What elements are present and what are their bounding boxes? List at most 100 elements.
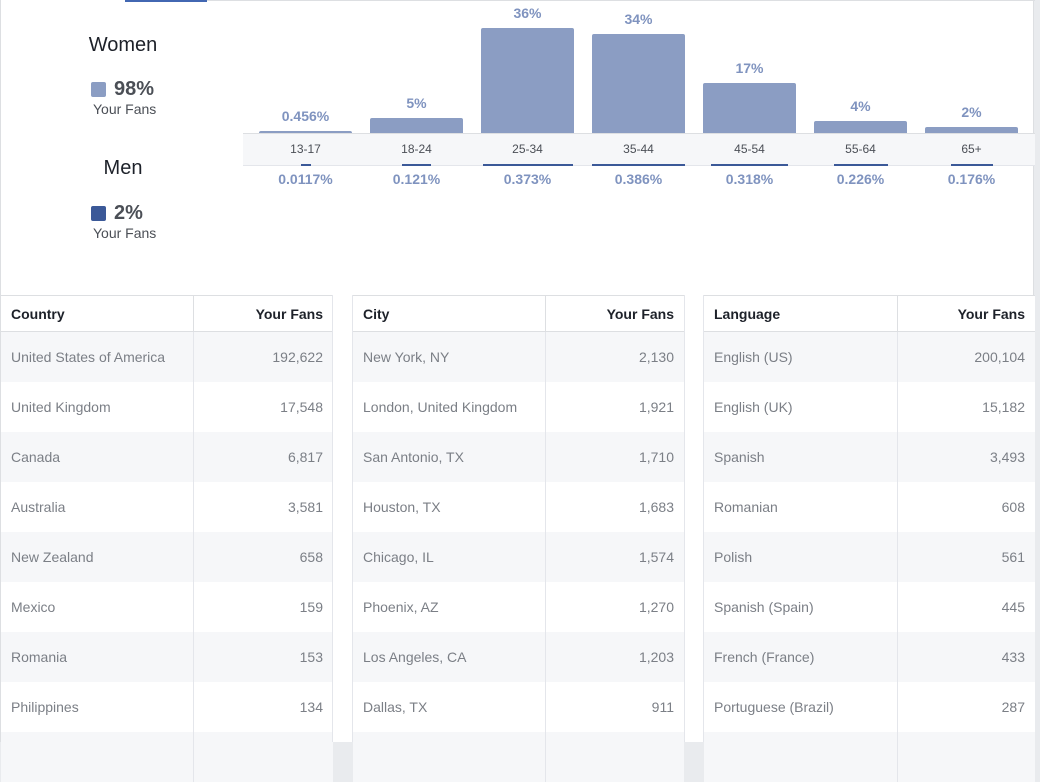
row-fan-count: 192,622 (272, 349, 323, 365)
table-row: Australia 3,581 (1, 482, 333, 532)
women-bar-label: 36% (513, 5, 542, 21)
row-label: Portuguese (Brazil) (704, 682, 898, 732)
men-swatch (91, 206, 106, 221)
language-table: Language Your Fans English (US) 200,104 Engl… (704, 295, 1035, 782)
women-bar[interactable] (259, 131, 352, 133)
men-bar-label: 0.121% (392, 171, 441, 187)
row-label: Australia (1, 482, 194, 532)
row-fan-count: 159 (299, 599, 323, 615)
row-fan-count (898, 732, 1035, 782)
column-header-name[interactable]: Language (704, 296, 898, 331)
age-tick-label: 65+ (961, 142, 982, 156)
women-title: Women (88, 34, 158, 56)
age-tick-label: 45-54 (734, 142, 765, 156)
women-bar[interactable] (925, 127, 1018, 133)
row-fan-count (546, 732, 684, 782)
women-pct-row: 98% (91, 78, 154, 101)
row-label: London, United Kingdom (353, 382, 546, 432)
women-bar[interactable] (481, 28, 574, 133)
row-fan-count: 1,710 (638, 449, 674, 465)
men-bar[interactable] (950, 164, 993, 166)
women-bar[interactable] (703, 83, 796, 133)
row-fan-count: 287 (1001, 699, 1025, 715)
row-label: United Kingdom (1, 382, 194, 432)
table-row: Los Angeles, CA 1,203 (353, 632, 684, 682)
column-header-fans[interactable]: Your Fans (957, 306, 1025, 322)
table-row: Mexico 159 (1, 582, 333, 632)
column-header-name[interactable]: Country (1, 296, 194, 331)
row-label: Spanish (Spain) (704, 582, 898, 632)
row-fan-count: 911 (651, 699, 674, 715)
column-header-fans[interactable]: Your Fans (255, 306, 323, 322)
row-label: Romanian (704, 482, 898, 532)
table-header: Language Your Fans (704, 296, 1035, 332)
men-bar-label: 0.0117% (278, 171, 333, 187)
table-row: London, United Kingdom 1,921 (353, 382, 684, 432)
women-bar[interactable] (592, 34, 685, 133)
women-pct: 98% (114, 78, 155, 100)
women-bar[interactable] (814, 121, 907, 133)
country-table: Country Your Fans United States of America… (1, 295, 333, 782)
row-fan-count: 3,493 (989, 449, 1025, 465)
table-row: Portuguese (Brazil) 287 (704, 682, 1035, 732)
table-row: English (UK) 15,182 (704, 382, 1035, 432)
men-bar[interactable] (482, 164, 573, 166)
men-bar-label: 0.318% (725, 171, 774, 187)
men-bar[interactable] (711, 164, 788, 166)
row-fan-count: 608 (1001, 499, 1025, 515)
row-label: English (UK) (704, 382, 898, 432)
row-fan-count: 1,683 (638, 499, 674, 515)
table-row: Houston, TX 1,683 (353, 482, 684, 532)
table-row (704, 732, 1035, 782)
row-fan-count: 15,182 (982, 399, 1025, 415)
men-bar-label: 0.386% (614, 171, 663, 187)
row-label: Los Angeles, CA (353, 632, 546, 682)
table-row: French (France) 433 (704, 632, 1035, 682)
row-label (353, 732, 546, 782)
row-label (1, 732, 194, 782)
row-label: French (France) (704, 632, 898, 682)
row-fan-count: 433 (1001, 649, 1025, 665)
column-header-fans[interactable]: Your Fans (606, 306, 674, 322)
active-tab-indicator (125, 0, 207, 2)
table-row (1, 732, 333, 782)
column-header-name[interactable]: City (353, 296, 546, 331)
table-row: Philippines 134 (1, 682, 333, 732)
top-divider (207, 0, 1035, 1)
table-row: Spanish 3,493 (704, 432, 1035, 482)
row-label: Mexico (1, 582, 194, 632)
women-sub: Your Fans (93, 101, 157, 117)
table-row: Chicago, IL 1,574 (353, 532, 684, 582)
row-label: Spanish (704, 432, 898, 482)
men-title: Men (103, 157, 143, 179)
age-tick-label: 55-64 (845, 142, 876, 156)
row-fan-count: 445 (1001, 599, 1025, 615)
table-row: Dallas, TX 911 (353, 682, 684, 732)
row-label (704, 732, 898, 782)
table-row: Polish 561 (704, 532, 1035, 582)
table-row: Romania 153 (1, 632, 333, 682)
table-gap (332, 295, 353, 742)
row-label: Houston, TX (353, 482, 546, 532)
row-fan-count: 658 (299, 549, 323, 565)
men-bar[interactable] (833, 164, 888, 166)
men-bar[interactable] (592, 164, 685, 166)
table-row: English (US) 200,104 (704, 332, 1035, 382)
age-tick-label: 13-17 (290, 142, 321, 156)
row-label: Canada (1, 432, 194, 482)
table-row: Romanian 608 (704, 482, 1035, 532)
row-fan-count: 153 (299, 649, 323, 665)
table-row: Canada 6,817 (1, 432, 333, 482)
row-fan-count: 1,921 (638, 399, 674, 415)
table-row: Phoenix, AZ 1,270 (353, 582, 684, 632)
men-pct-row: 2% (91, 202, 143, 225)
women-bar-label: 2% (961, 104, 982, 120)
men-bar[interactable] (402, 164, 431, 166)
row-label: Chicago, IL (353, 532, 546, 582)
row-label: San Antonio, TX (353, 432, 546, 482)
row-label: Polish (704, 532, 898, 582)
row-fan-count: 17,548 (280, 399, 323, 415)
women-bar[interactable] (370, 118, 463, 133)
table-row: San Antonio, TX 1,710 (353, 432, 684, 482)
men-bar[interactable] (300, 164, 311, 166)
